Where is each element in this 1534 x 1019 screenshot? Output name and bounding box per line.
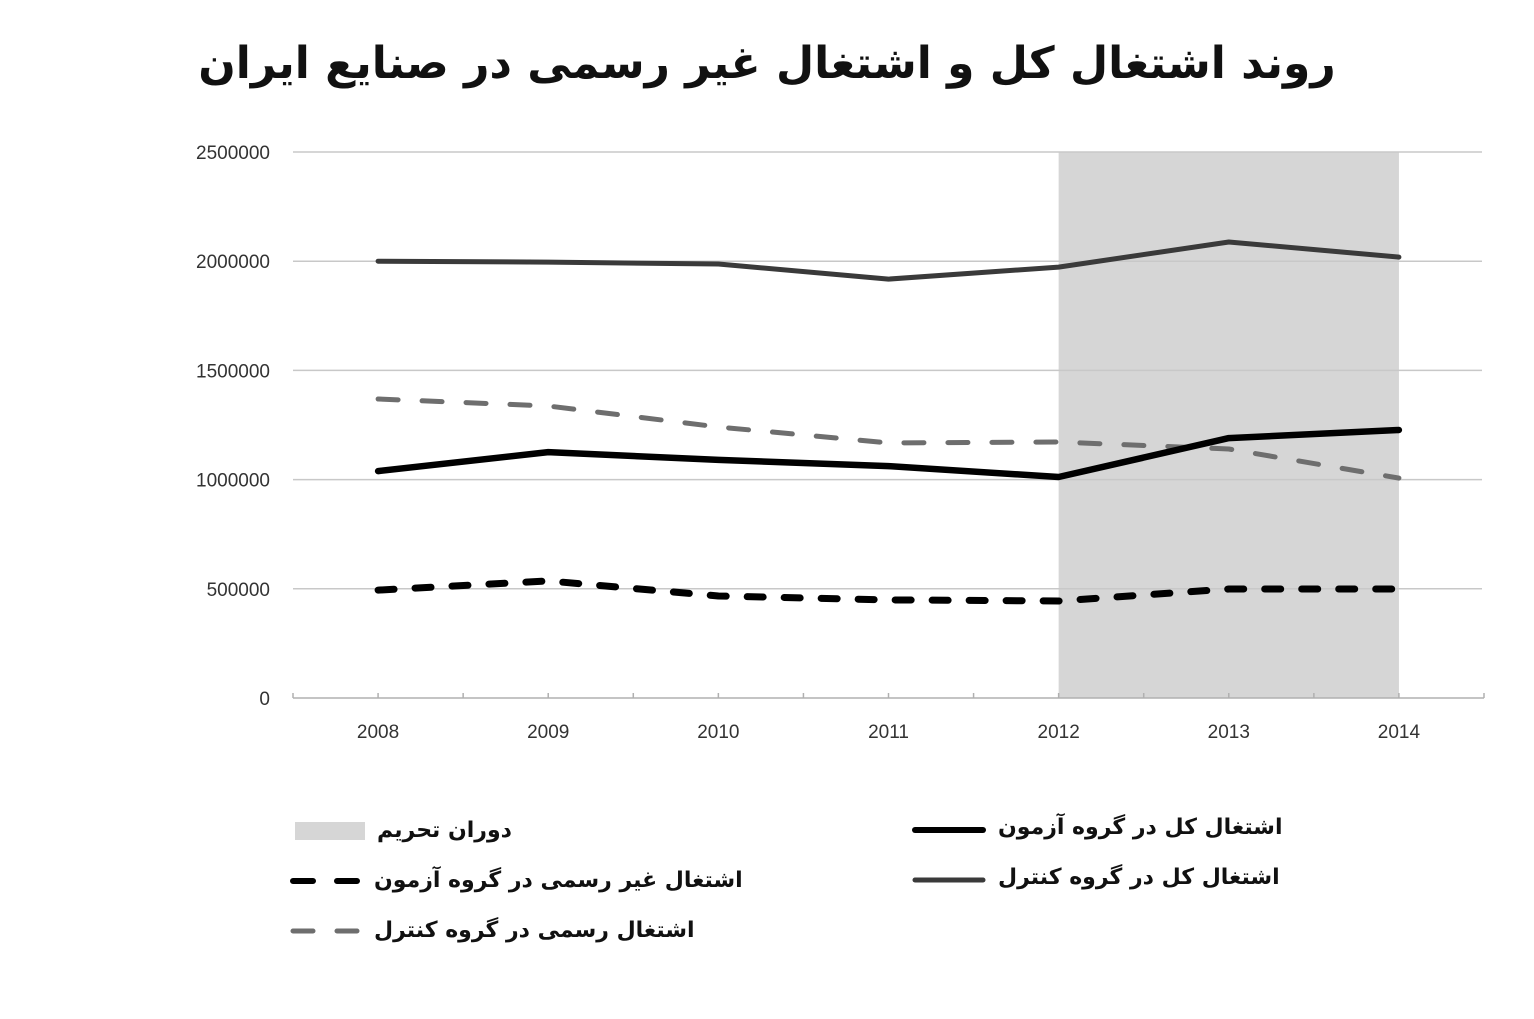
solid-black-line-icon — [912, 826, 986, 833]
x-tick-label: 2009 — [527, 722, 569, 743]
y-tick-label: 1500000 — [196, 361, 270, 382]
legend-item-test-informal: اشتغال غیر رسمی در گروه آزمون — [290, 868, 743, 893]
chart-title: روند اشتغال کل و اشتغال غیر رسمی در صنای… — [198, 38, 1336, 89]
sanction-shade-rect — [1058, 152, 1399, 698]
legend-label: اشتغال کل در گروه کنترل — [998, 865, 1280, 890]
legend-item-test-total: اشتغال کل در گروه آزمون — [912, 815, 1283, 840]
series-line-control-total — [375, 239, 1402, 282]
x-tick-label: 2014 — [1378, 722, 1421, 743]
series-line-test-informal — [374, 577, 1403, 605]
y-tick-label: 0 — [259, 689, 270, 710]
y-tick-label: 2000000 — [196, 252, 270, 273]
y-axis-ticks: 0 500000 1000000 1500000 2000000 2500000 — [196, 143, 270, 710]
series-line-control-formal — [375, 396, 1402, 481]
legend-label: اشتغال رسمی در گروه کنترل — [374, 918, 695, 943]
legend-item-sanction-period: دوران تحریم — [295, 818, 512, 843]
x-axis: 2008 2009 2010 2011 2012 2013 2014 — [292, 693, 1485, 743]
legend-item-control-total: اشتغال کل در گروه کنترل — [912, 865, 1280, 890]
dashed-gray-line-icon — [290, 928, 362, 933]
x-tick-label: 2010 — [697, 722, 739, 743]
x-tick-label: 2013 — [1208, 722, 1250, 743]
legend-label: اشتغال کل در گروه آزمون — [998, 815, 1283, 840]
dashed-black-line-icon — [290, 877, 362, 884]
x-tick-label: 2008 — [357, 722, 399, 743]
legend-label: اشتغال غیر رسمی در گروه آزمون — [374, 868, 743, 893]
solid-gray-line-icon — [912, 877, 986, 882]
legend-item-control-formal: اشتغال رسمی در گروه کنترل — [290, 918, 695, 943]
legend-label: دوران تحریم — [377, 818, 512, 843]
line-chart: 0 500000 1000000 1500000 2000000 2500000 2008… — [196, 143, 1485, 743]
sanction-period-shade — [1058, 152, 1399, 698]
shade-swatch-icon — [295, 821, 365, 840]
series-lines — [374, 239, 1403, 605]
y-tick-label: 1000000 — [196, 471, 270, 492]
y-tick-label: 500000 — [207, 580, 270, 601]
x-tick-label: 2012 — [1038, 722, 1080, 743]
series-line-test-total — [374, 426, 1403, 481]
y-tick-label: 2500000 — [196, 143, 270, 164]
x-tick-label: 2011 — [868, 722, 909, 743]
